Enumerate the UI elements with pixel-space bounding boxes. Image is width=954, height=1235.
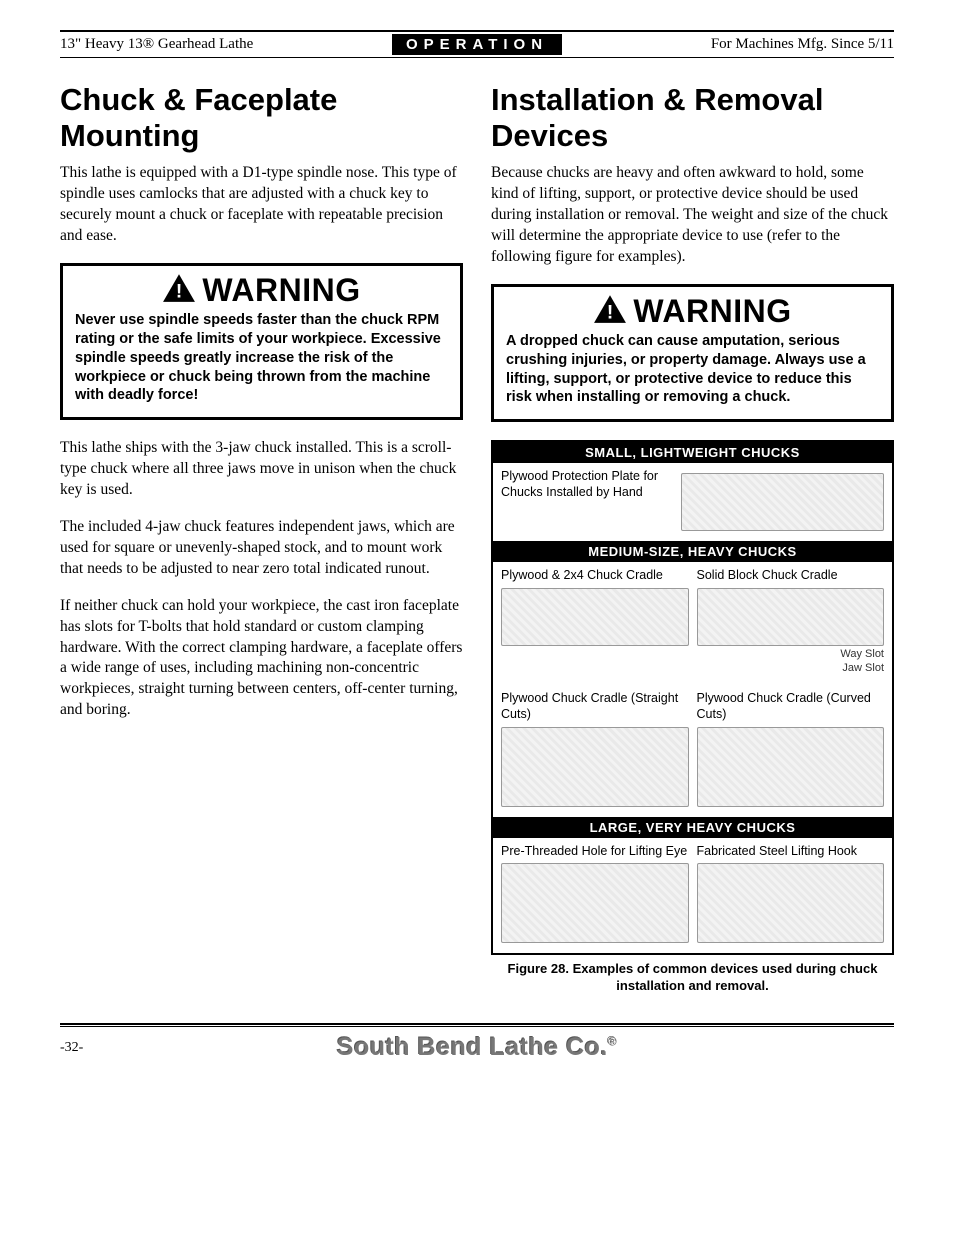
header-product: 13" Heavy 13® Gearhead Lathe: [60, 36, 392, 53]
warning-title: WARNING: [202, 272, 360, 309]
para-3jaw: This lathe ships with the 3-jaw chuck in…: [60, 438, 463, 501]
figure-caption: Figure 28. Examples of common devices us…: [491, 961, 894, 995]
right-column: Installation & Removal Devices Because c…: [491, 82, 894, 995]
fig-label-solid-block: Solid Block Chuck Cradle: [697, 568, 885, 584]
header-section: OPERATION: [392, 34, 562, 55]
fig-sec-large: LARGE, VERY HEAVY CHUCKS: [493, 817, 892, 838]
fig-sec-small: SMALL, LIGHTWEIGHT CHUCKS: [493, 442, 892, 463]
para-devices-intro: Because chucks are heavy and often awkwa…: [491, 163, 894, 268]
fig-label-steel-hook: Fabricated Steel Lifting Hook: [697, 844, 885, 860]
fig-label-plywood-2x4: Plywood & 2x4 Chuck Cradle: [501, 568, 689, 584]
warning-icon: !: [593, 294, 627, 329]
svg-text:!: !: [607, 302, 613, 323]
fig-label-straight-cuts: Plywood Chuck Cradle (Straight Cuts): [501, 691, 689, 722]
fig-sec-medium: MEDIUM-SIZE, HEAVY CHUCKS: [493, 541, 892, 562]
figure-28: SMALL, LIGHTWEIGHT CHUCKS Plywood Protec…: [491, 440, 894, 955]
warning-spindle-speed: ! WARNING Never use spindle speeds faste…: [60, 263, 463, 420]
warning-dropped-chuck: ! WARNING A dropped chuck can cause ampu…: [491, 284, 894, 422]
warning-icon: !: [162, 273, 196, 308]
fig-label-curved-cuts: Plywood Chuck Cradle (Curved Cuts): [697, 691, 885, 722]
fig-illus-cradle-a: [501, 588, 689, 646]
fig-illus-small-chuck: [681, 473, 884, 531]
header-date: For Machines Mfg. Since 5/11: [562, 36, 894, 53]
fig-illus-steel-hook: [697, 863, 885, 943]
fig-illus-curved: [697, 727, 885, 807]
left-column: Chuck & Faceplate Mounting This lathe is…: [60, 82, 463, 995]
fig-label-lifting-eye: Pre-Threaded Hole for Lifting Eye: [501, 844, 689, 860]
registered-mark: ®: [608, 1035, 617, 1049]
warning-text: Never use spindle speeds faster than the…: [75, 311, 448, 405]
fig-illus-cradle-b: [697, 588, 885, 646]
svg-text:!: !: [176, 282, 182, 303]
fig-label-jaw-slot: Jaw Slot: [842, 662, 884, 674]
para-faceplate: If neither chuck can hold your workpiece…: [60, 596, 463, 722]
page-number: -32-: [60, 1040, 120, 1056]
fig-label-way-slot: Way Slot: [840, 648, 884, 660]
heading-chuck-mounting: Chuck & Faceplate Mounting: [60, 82, 463, 153]
para-4jaw: The included 4-jaw chuck features indepe…: [60, 517, 463, 580]
heading-install-removal: Installation & Removal Devices: [491, 82, 894, 153]
page-footer: -32- South Bend Lathe Co.®: [60, 1033, 894, 1062]
fig-label-plywood-plate: Plywood Protection Plate for Chucks Inst…: [501, 469, 673, 500]
warning-text: A dropped chuck can cause amputation, se…: [506, 332, 879, 407]
page-header: 13" Heavy 13® Gearhead Lathe OPERATION F…: [60, 34, 894, 58]
fig-illus-straight: [501, 727, 689, 807]
para-spindle-nose: This lathe is equipped with a D1-type sp…: [60, 163, 463, 247]
warning-title: WARNING: [633, 293, 791, 330]
company-name: South Bend Lathe Co.®: [120, 1033, 834, 1062]
fig-illus-lifting-eye: [501, 863, 689, 943]
company-text: South Bend Lathe Co.: [337, 1033, 608, 1061]
